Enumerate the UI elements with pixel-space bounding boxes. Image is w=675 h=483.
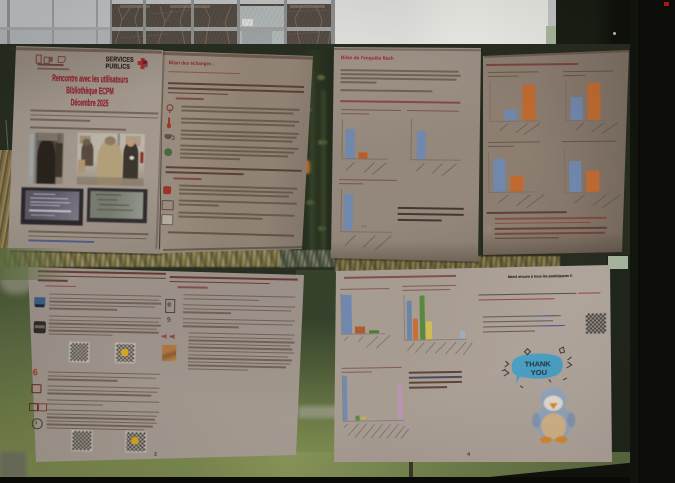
svg-text:THANK: THANK	[525, 359, 552, 368]
svg-text:YOU: YOU	[531, 368, 548, 377]
